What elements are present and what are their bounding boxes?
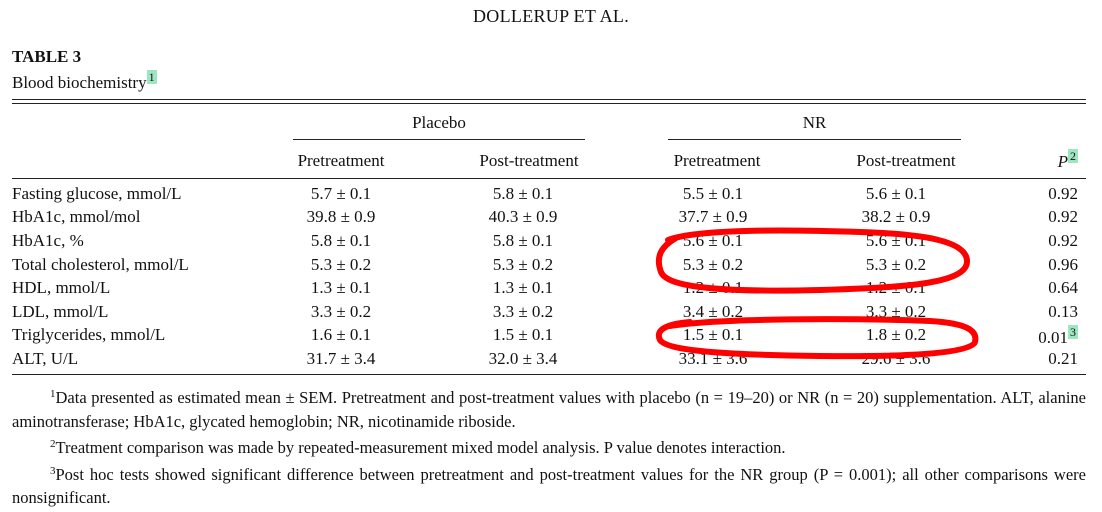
cell: 37.7 ± 0.9	[678, 207, 748, 226]
cell: 5.6 ± 0.1	[682, 231, 744, 250]
cell: 5.6 ± 0.1	[865, 231, 927, 250]
cell: 5.3 ± 0.2	[865, 255, 927, 274]
row-label: Triglycerides, mmol/L	[12, 325, 166, 344]
cell: 1.8 ± 0.2	[865, 325, 927, 344]
table-row: Fasting glucose, mmol/L 5.7 ± 0.1 5.8 ± …	[0, 184, 1102, 208]
cell: 32.0 ± 3.4	[488, 349, 558, 368]
table-row: HbA1c, mmol/mol 39.8 ± 0.9 40.3 ± 0.9 37…	[0, 207, 1102, 231]
table-row: Triglycerides, mmol/L 1.6 ± 0.1 1.5 ± 0.…	[0, 325, 1102, 349]
table-label: TABLE 3	[12, 47, 82, 66]
cell: 5.5 ± 0.1	[682, 184, 744, 203]
cell: 38.2 ± 0.9	[861, 207, 931, 226]
top-rule-1	[12, 99, 1086, 100]
footnote-text: Treatment comparison was made by repeate…	[55, 438, 786, 457]
cell: 1.2 ± 0.1	[682, 278, 744, 297]
row-label: HbA1c, mmol/mol	[12, 207, 141, 226]
group-head-nr: NR	[802, 113, 827, 132]
row-label: Total cholesterol, mmol/L	[12, 255, 189, 274]
footnote-text: Data presented as estimated mean ± SEM. …	[12, 388, 1086, 431]
p-value-cell: 0.01 3	[1038, 325, 1078, 348]
group-rule-placebo	[293, 139, 585, 140]
p-value: 0.01	[1038, 328, 1068, 347]
footnote-3: 3Post hoc tests showed significant diffe…	[12, 460, 1086, 510]
cell: 1.6 ± 0.1	[310, 325, 372, 344]
col-head-nr-post: Post-treatment	[856, 151, 956, 170]
p-value: 0.21	[1048, 349, 1078, 368]
cell: 1.5 ± 0.1	[682, 325, 744, 344]
row-label: LDL, mmol/L	[12, 302, 109, 321]
p-value: 0.92	[1048, 231, 1078, 250]
cell: 5.7 ± 0.1	[310, 184, 372, 203]
cell: 3.3 ± 0.2	[492, 302, 554, 321]
footnote-text: Post hoc tests showed significant differ…	[12, 464, 1086, 508]
footnotes: 1Data presented as estimated mean ± SEM.…	[12, 383, 1086, 510]
cell: 39.8 ± 0.9	[306, 207, 376, 226]
footnote-mark: 1	[50, 388, 56, 400]
cell: 3.4 ± 0.2	[682, 302, 744, 321]
cell: 5.8 ± 0.1	[310, 231, 372, 250]
row-label: Fasting glucose, mmol/L	[12, 184, 182, 203]
col-head-nr-pre: Pretreatment	[673, 151, 761, 170]
p-header-text: P	[1057, 152, 1068, 171]
col-head-placebo-post: Post-treatment	[479, 151, 579, 170]
col-head-placebo-pre: Pretreatment	[297, 151, 385, 170]
cell: 1.3 ± 0.1	[310, 278, 372, 297]
cell: 5.8 ± 0.1	[492, 231, 554, 250]
cell: 31.7 ± 3.4	[306, 349, 376, 368]
row-label: HbA1c, %	[12, 231, 84, 250]
group-rule-nr	[668, 139, 961, 140]
row-label: HDL, mmol/L	[12, 278, 111, 297]
table-caption: Blood biochemistry 1	[12, 70, 157, 93]
cell: 1.2 ± 0.1	[865, 278, 927, 297]
cell: 5.3 ± 0.2	[310, 255, 372, 274]
cell: 5.3 ± 0.2	[682, 255, 744, 274]
table-row: Total cholesterol, mmol/L 5.3 ± 0.2 5.3 …	[0, 255, 1102, 279]
cell: 40.3 ± 0.9	[488, 207, 558, 226]
footnote-1: 1Data presented as estimated mean ± SEM.…	[12, 383, 1086, 433]
cell: 29.6 ± 3.6	[861, 349, 931, 368]
cell: 33.1 ± 3.6	[678, 349, 748, 368]
row-label: ALT, U/L	[12, 349, 79, 368]
table-row: HDL, mmol/L 1.3 ± 0.1 1.3 ± 0.1 1.2 ± 0.…	[0, 278, 1102, 302]
p-value: 0.92	[1048, 184, 1078, 203]
cell: 5.8 ± 0.1	[492, 184, 554, 203]
table-row: ALT, U/L 31.7 ± 3.4 32.0 ± 3.4 33.1 ± 3.…	[0, 349, 1102, 373]
footnote-mark: 2	[50, 438, 56, 450]
caption-note-mark: 1	[146, 70, 157, 84]
table-row: HbA1c, % 5.8 ± 0.1 5.8 ± 0.1 5.6 ± 0.1 5…	[0, 231, 1102, 255]
cell: 5.3 ± 0.2	[492, 255, 554, 274]
table-row: LDL, mmol/L 3.3 ± 0.2 3.3 ± 0.2 3.4 ± 0.…	[0, 302, 1102, 326]
footnote-2: 2Treatment comparison was made by repeat…	[12, 433, 1086, 460]
p-value: 0.13	[1048, 302, 1078, 321]
p-value: 0.64	[1048, 278, 1078, 297]
cell: 1.3 ± 0.1	[492, 278, 554, 297]
cell: 3.3 ± 0.2	[865, 302, 927, 321]
running-head: DOLLERUP ET AL.	[473, 6, 629, 26]
group-head-placebo: Placebo	[412, 113, 466, 132]
top-rule-2	[12, 103, 1086, 104]
cell: 3.3 ± 0.2	[310, 302, 372, 321]
p-value: 0.96	[1048, 255, 1078, 274]
footnote-mark: 3	[50, 464, 56, 477]
p-value: 0.92	[1048, 207, 1078, 226]
cell: 5.6 ± 0.1	[865, 184, 927, 203]
bottom-rule	[12, 374, 1086, 375]
table-caption-text: Blood biochemistry	[12, 73, 147, 92]
header-rule	[12, 178, 1086, 179]
cell: 1.5 ± 0.1	[492, 325, 554, 344]
p-header-note-mark: 2	[1068, 149, 1078, 163]
p-note-mark: 3	[1068, 325, 1078, 339]
